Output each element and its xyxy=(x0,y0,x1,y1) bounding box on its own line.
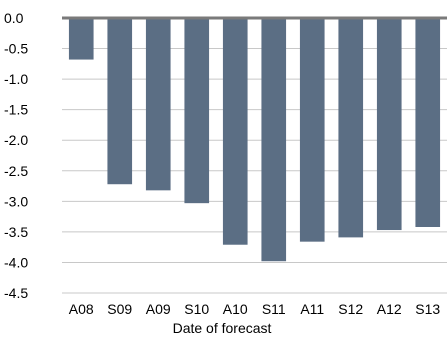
x-tick-label: S10 xyxy=(184,301,209,317)
bar-a09 xyxy=(145,18,171,191)
bar-a10 xyxy=(222,18,248,245)
bar-s12 xyxy=(338,18,364,238)
x-tick-label: A11 xyxy=(300,301,324,317)
y-tick-label: -4.5 xyxy=(4,285,28,301)
y-tick-label: -2.0 xyxy=(4,132,28,148)
bar-s10 xyxy=(184,18,210,204)
x-tick-label: A10 xyxy=(223,301,248,317)
y-axis-ticks: 0.0 -0.5 -1.0 -1.5 -2.0 -2.5 -3.0 -3.5 -4.0 -4.5 xyxy=(4,10,28,301)
x-tick-label: S12 xyxy=(338,301,363,317)
y-tick-label: -1.5 xyxy=(4,102,28,118)
y-tick-label: -2.5 xyxy=(4,163,28,179)
bar-a11 xyxy=(299,18,325,242)
y-tick-label: -3.0 xyxy=(4,193,28,209)
x-axis-title: Date of forecast xyxy=(173,320,272,336)
x-tick-label: S11 xyxy=(262,301,286,317)
x-tick-label: A09 xyxy=(146,301,171,317)
x-tick-label: S09 xyxy=(107,301,132,317)
x-tick-label: S13 xyxy=(415,301,440,317)
y-tick-label: -4.0 xyxy=(4,254,28,270)
bar-s09 xyxy=(107,18,133,185)
x-tick-label: A12 xyxy=(377,301,402,317)
bar-a08 xyxy=(68,18,94,60)
bar-s13 xyxy=(415,18,441,227)
bars xyxy=(68,18,441,262)
bar-a12 xyxy=(376,18,402,231)
x-axis-ticks: A08 S09 A09 S10 A10 S11 A11 S12 A12 S13 xyxy=(69,301,441,317)
bar-s11 xyxy=(261,18,287,262)
y-tick-label: -1.0 xyxy=(4,71,28,87)
y-tick-label: -3.5 xyxy=(4,224,28,240)
y-tick-label: 0.0 xyxy=(4,10,24,26)
y-tick-label: -0.5 xyxy=(4,41,28,57)
x-tick-label: A08 xyxy=(69,301,94,317)
